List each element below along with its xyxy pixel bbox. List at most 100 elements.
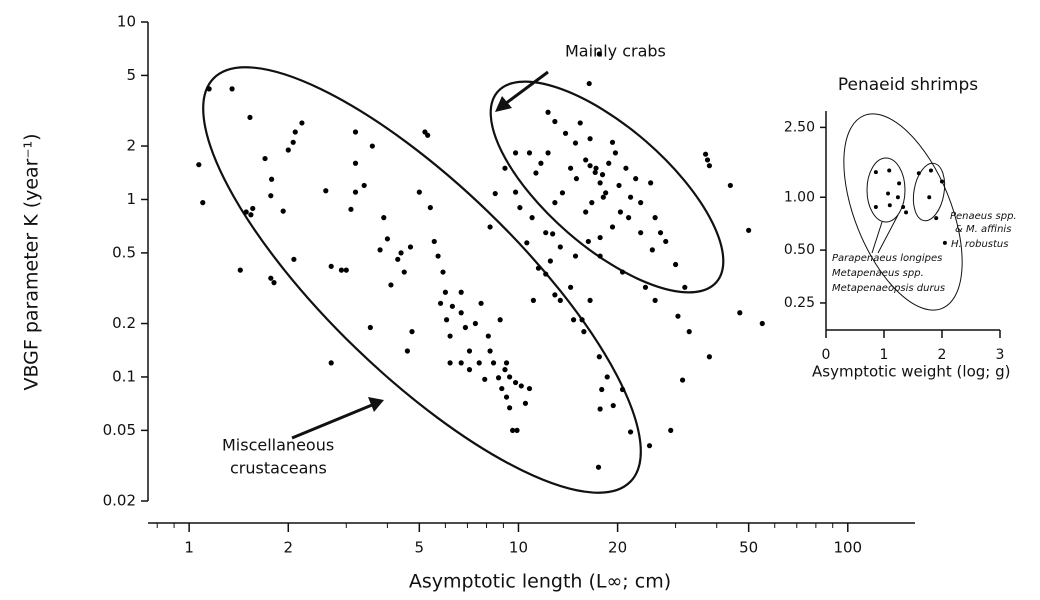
point	[543, 230, 549, 236]
point	[545, 150, 551, 156]
arrow	[291, 403, 373, 440]
point	[442, 289, 449, 295]
x-tick-label: 3	[996, 347, 1005, 363]
point	[552, 200, 558, 206]
point	[675, 313, 681, 319]
point	[901, 205, 906, 210]
point	[652, 297, 658, 303]
point	[572, 140, 579, 146]
y-tick-label: 0.50	[784, 242, 815, 258]
point	[425, 132, 431, 138]
group-ellipse	[489, 80, 725, 294]
point	[522, 400, 529, 406]
point	[568, 165, 574, 171]
point	[407, 244, 414, 250]
point	[285, 147, 291, 153]
point	[512, 379, 519, 386]
point	[552, 118, 558, 125]
point	[897, 181, 902, 186]
point	[248, 212, 254, 218]
point	[196, 162, 202, 168]
point	[416, 189, 422, 195]
point	[269, 176, 275, 182]
point	[737, 310, 743, 316]
point	[679, 377, 686, 383]
point	[682, 284, 688, 290]
point	[547, 258, 553, 264]
point	[702, 151, 709, 157]
point	[904, 210, 909, 215]
group-ellipse	[202, 66, 642, 494]
point	[599, 172, 606, 178]
point	[447, 333, 453, 339]
point	[535, 265, 542, 271]
point	[466, 348, 473, 354]
inset-title: Penaeid shrimps	[838, 75, 978, 95]
point	[328, 360, 334, 366]
point	[499, 385, 505, 392]
point	[587, 297, 593, 303]
point	[886, 191, 891, 196]
point	[478, 300, 484, 306]
point	[649, 247, 655, 253]
point	[562, 130, 569, 136]
y-tick-label: 0.02	[103, 492, 136, 510]
point	[348, 206, 354, 212]
point	[627, 194, 634, 200]
point	[596, 354, 602, 360]
point	[352, 160, 359, 166]
point	[367, 324, 373, 331]
arrow-head	[368, 397, 384, 412]
point	[495, 375, 502, 381]
y-tick-label: 2	[126, 137, 136, 155]
point	[507, 374, 513, 380]
x-tick-label: 1	[880, 347, 889, 363]
point	[663, 238, 669, 245]
point	[550, 231, 556, 237]
point	[530, 297, 536, 303]
point	[458, 289, 464, 295]
point	[512, 150, 519, 156]
annotation: Penaeus spp.	[950, 211, 1017, 222]
point	[727, 182, 733, 189]
point	[291, 256, 297, 262]
y-tick-label: 2.50	[784, 119, 815, 135]
point	[597, 234, 603, 241]
point	[447, 360, 453, 366]
point	[384, 236, 391, 242]
point	[299, 120, 305, 126]
point	[612, 150, 619, 156]
point	[526, 385, 533, 392]
arrow-head	[495, 96, 512, 112]
annotation: Parapenaeus longipes	[832, 253, 942, 264]
point	[502, 165, 508, 171]
point	[526, 150, 533, 156]
point	[404, 348, 411, 354]
point	[401, 269, 407, 275]
point	[271, 280, 277, 286]
point	[487, 348, 493, 354]
point	[746, 227, 752, 233]
point	[587, 163, 593, 169]
annotation: & M. affinis	[955, 224, 1011, 235]
point	[686, 329, 692, 335]
point	[538, 160, 544, 166]
point	[431, 238, 437, 245]
point	[487, 224, 493, 230]
point	[543, 271, 549, 277]
point	[328, 263, 334, 269]
point	[280, 208, 286, 214]
point	[545, 109, 551, 115]
point	[292, 129, 298, 135]
point	[435, 253, 441, 259]
point	[597, 180, 603, 186]
point	[648, 180, 654, 186]
point	[586, 80, 592, 87]
point	[247, 114, 253, 121]
point	[503, 394, 510, 400]
x-tick-label: 20	[608, 539, 627, 557]
point	[250, 205, 256, 212]
point	[646, 443, 653, 449]
x-tick-label: 5	[415, 539, 425, 557]
group-ellipse	[866, 157, 906, 223]
